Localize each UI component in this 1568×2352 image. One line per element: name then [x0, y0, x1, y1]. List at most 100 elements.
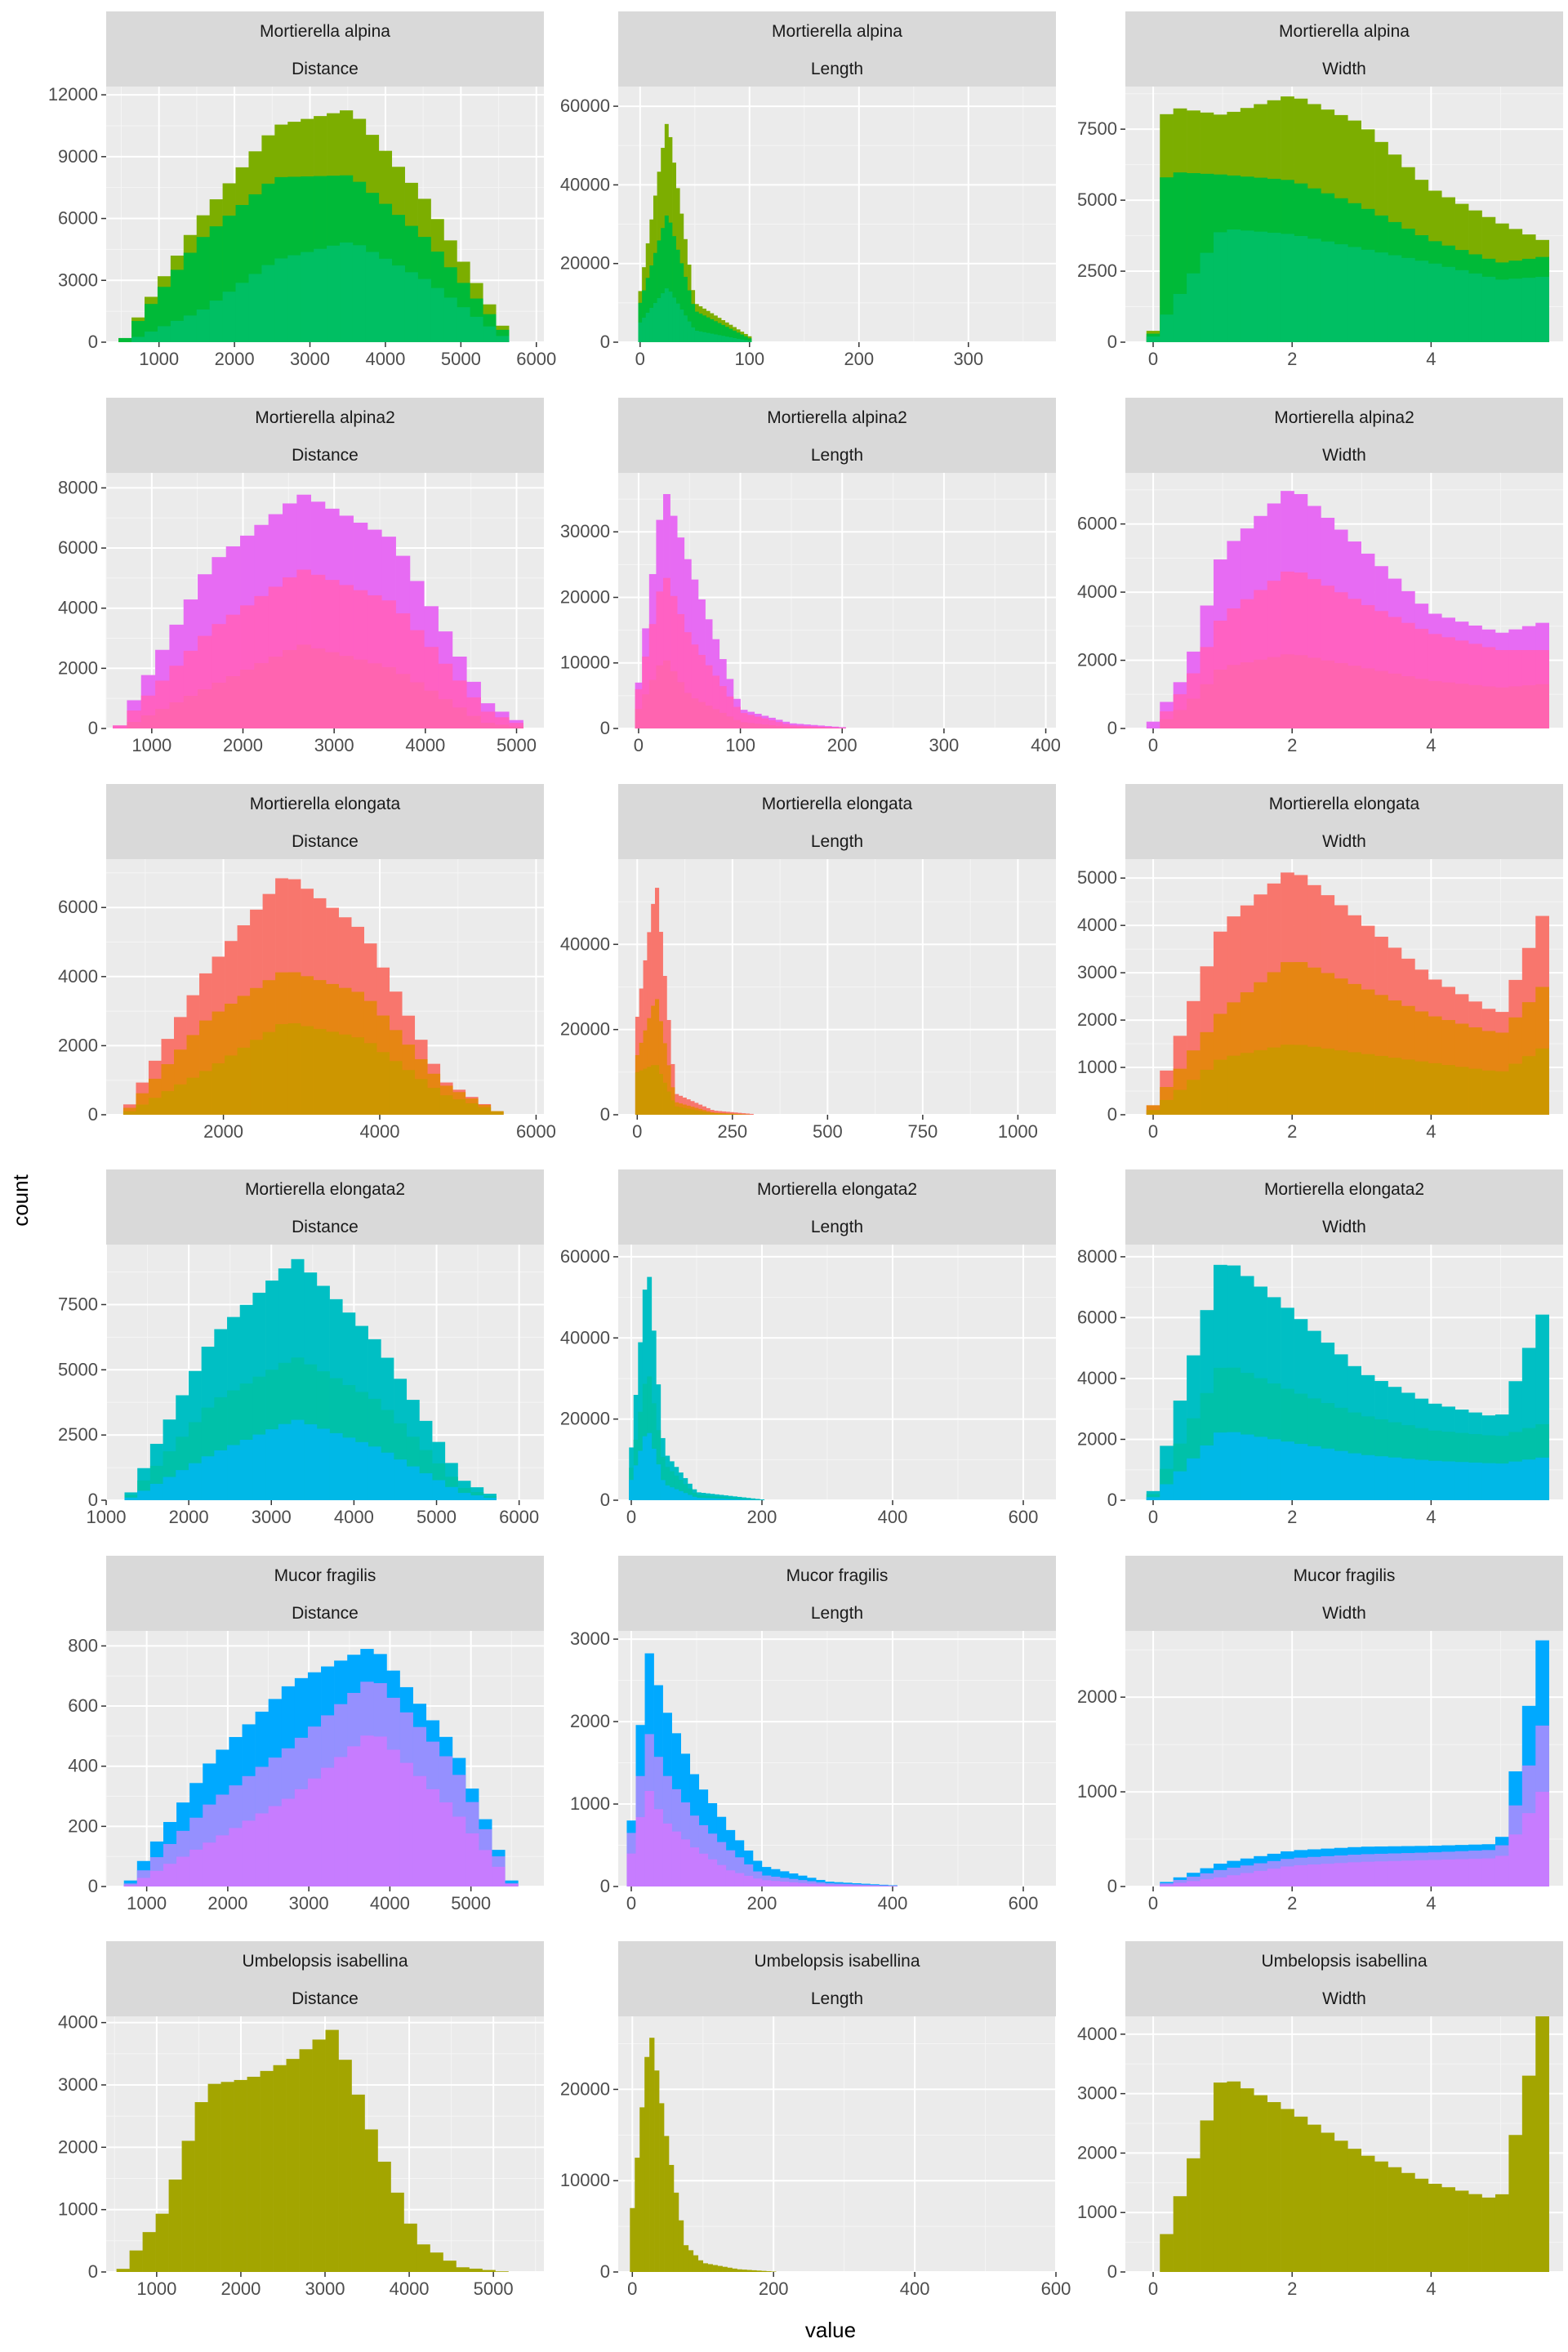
y-tick-label: 0 [1107, 2261, 1117, 2282]
histogram-bar [734, 1857, 745, 1886]
histogram-bar [174, 1084, 187, 1115]
histogram-bar [775, 725, 783, 728]
histogram-bar [1200, 2120, 1214, 2272]
histogram-bar [733, 706, 741, 728]
x-tick-label: 0 [1148, 349, 1158, 369]
histogram-bar [427, 1088, 441, 1115]
histogram-bar [1414, 261, 1429, 342]
y-tick-label: 1000 [58, 2199, 98, 2220]
histogram-bar [661, 293, 666, 342]
histogram-bar [1521, 1459, 1536, 1500]
facet-strip-measure: Distance [292, 832, 359, 851]
x-tick-label: 0 [1148, 1893, 1158, 1913]
facet-strip [618, 1941, 1056, 2016]
histogram-bar [678, 2220, 684, 2272]
histogram-bar [705, 665, 713, 728]
histogram-bar [314, 248, 327, 342]
histogram-bar [1240, 230, 1254, 342]
histogram-bar [698, 702, 706, 728]
y-tick-label: 0 [1107, 1490, 1117, 1510]
histogram-bar [1494, 1855, 1509, 1886]
histogram-bar [635, 1817, 645, 1886]
histogram-bar [653, 252, 657, 342]
facet-strip [106, 1556, 544, 1631]
histogram-bar [732, 2268, 737, 2272]
x-tick-label: 200 [747, 1893, 777, 1913]
histogram-bar [737, 1112, 742, 1115]
facet-strip [1125, 1169, 1563, 1245]
histogram-bar [1521, 278, 1536, 342]
facet-strip [1125, 11, 1563, 87]
histogram-bar [737, 2269, 742, 2272]
histogram-bar [698, 1853, 709, 1886]
facet-strip-measure: Distance [292, 60, 359, 78]
y-tick-label: 4000 [1077, 915, 1117, 935]
histogram-bar [1281, 2109, 1294, 2272]
histogram-bar [354, 1441, 368, 1500]
histogram-bar [1213, 232, 1227, 342]
y-tick-label: 200 [68, 1815, 98, 1836]
histogram-bar [647, 1432, 653, 1500]
histogram-bar [1441, 2187, 1455, 2272]
histogram-bar [717, 2265, 723, 2272]
histogram-bar [630, 2207, 635, 2272]
histogram-bar [262, 1031, 276, 1115]
histogram-bar [1374, 670, 1388, 728]
histogram-bar [1361, 1054, 1375, 1115]
histogram-bar [1146, 721, 1160, 728]
histogram-bar [1187, 1458, 1200, 1500]
histogram-bar [304, 1424, 318, 1500]
facet-strip-measure: Length [811, 1218, 863, 1236]
histogram-bar [1227, 1055, 1241, 1115]
histogram-bar [1521, 1056, 1536, 1115]
histogram-bar [728, 328, 733, 342]
histogram-bar [268, 657, 283, 728]
histogram-bar [376, 1052, 390, 1115]
histogram-bar [1401, 1459, 1415, 1500]
x-tick-label: 2 [1287, 2278, 1297, 2299]
histogram-bar [1401, 257, 1415, 342]
histogram-bar [287, 1023, 301, 1115]
histogram-bar [675, 303, 680, 342]
histogram-bar [326, 1031, 339, 1115]
histogram-bar [755, 1499, 760, 1500]
histogram-bar [719, 712, 727, 728]
histogram-bar [334, 1757, 348, 1886]
histogram-bar [342, 1437, 356, 1500]
histogram-bar [1428, 1460, 1442, 1500]
histogram-bar [721, 1111, 727, 1115]
facet-strip [618, 398, 1056, 473]
histogram-bar [1281, 1866, 1294, 1886]
histogram-bar [747, 338, 752, 342]
facet-strip-measure: Distance [292, 1989, 359, 2008]
histogram-bar [683, 315, 688, 342]
histogram-bar [626, 1853, 636, 1886]
histogram-bar [807, 1883, 817, 1886]
x-tick-label: 3000 [252, 1507, 292, 1527]
histogram-bar [687, 321, 692, 342]
y-tick-label: 0 [600, 1876, 610, 1896]
histogram-bar [718, 1111, 723, 1115]
histogram-bar [1267, 1047, 1281, 1115]
histogram-bar [655, 1065, 660, 1115]
x-tick-label: 2000 [169, 1507, 209, 1527]
histogram-bar [1173, 1089, 1187, 1115]
facet-panel: Mortierella elongata Width 0 2 4 0 1000 2000 300… [1077, 784, 1563, 1142]
histogram-bar [697, 1498, 702, 1500]
histogram-bar [1213, 2082, 1227, 2272]
histogram-bar [702, 315, 706, 342]
histogram-bar [647, 1018, 652, 1115]
histogram-bar [761, 718, 769, 728]
histogram-bar [252, 1434, 266, 1500]
histogram-bar [692, 1496, 697, 1500]
histogram-bar [412, 1775, 427, 1886]
histogram-bar [789, 725, 797, 728]
x-tick-label: 0 [1148, 735, 1158, 755]
histogram-bar [404, 272, 418, 342]
histogram-bar [1334, 1450, 1348, 1500]
x-tick-label: 2000 [203, 1121, 243, 1142]
histogram-bar [201, 1456, 215, 1500]
histogram-bar [743, 336, 748, 342]
histogram-bar [670, 1100, 675, 1115]
histogram-bar [1321, 2132, 1335, 2272]
